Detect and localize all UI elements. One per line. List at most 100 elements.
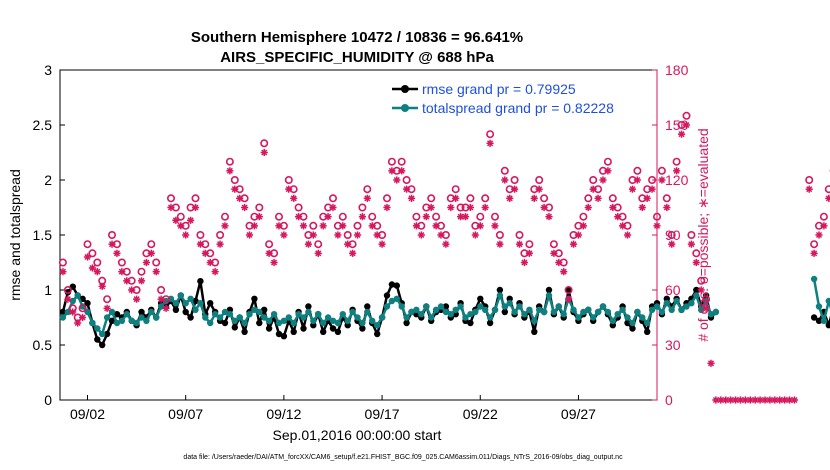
data-point xyxy=(639,314,646,321)
obs-evaluated-marker xyxy=(103,304,111,312)
data-point xyxy=(378,314,386,321)
x-tick-label: 09/12 xyxy=(266,406,301,422)
obs-possible-marker xyxy=(500,166,509,175)
obs-possible-marker xyxy=(58,258,67,267)
data-point xyxy=(364,308,371,316)
obs-possible-marker xyxy=(495,231,504,240)
legend-rmse-label: rmse grand pr = 0.79925 xyxy=(422,81,576,97)
data-point xyxy=(59,308,67,316)
obs-possible-marker xyxy=(221,212,230,221)
obs-evaluated-marker xyxy=(231,185,239,193)
data-point xyxy=(810,275,818,283)
data-point xyxy=(644,328,651,335)
y-left-tick-label: 1 xyxy=(44,282,52,298)
obs-evaluated-marker xyxy=(574,231,583,239)
obs-evaluated-marker xyxy=(525,249,533,257)
data-point xyxy=(310,322,317,329)
obs-possible-marker xyxy=(309,221,318,230)
data-point xyxy=(437,303,445,310)
data-point xyxy=(182,300,189,307)
data-point xyxy=(197,278,204,285)
data-point xyxy=(580,308,587,316)
data-point xyxy=(290,328,297,335)
obs-evaluated-marker xyxy=(530,194,538,202)
data-point xyxy=(653,303,661,310)
obs-possible-marker xyxy=(63,285,72,294)
obs-evaluated-marker xyxy=(304,240,313,248)
data-point xyxy=(491,306,499,313)
data-point xyxy=(457,303,464,310)
data-point xyxy=(113,311,121,318)
obs-evaluated-marker xyxy=(712,396,720,404)
obs-possible-marker xyxy=(466,194,475,203)
obs-possible-marker xyxy=(456,203,465,212)
data-point xyxy=(413,306,420,313)
data-point xyxy=(663,300,670,307)
chart-title: Southern Hemisphere 10472 / 10836 = 96.6… xyxy=(191,29,523,46)
data-point xyxy=(678,306,685,313)
obs-evaluated-marker xyxy=(196,240,205,248)
obs-evaluated-marker xyxy=(295,213,303,221)
obs-evaluated-marker xyxy=(152,268,160,276)
obs-possible-marker xyxy=(255,203,264,212)
x-tick-label: 09/02 xyxy=(70,406,105,422)
y-left-tick-label: 3 xyxy=(44,62,52,78)
obs-evaluated-marker xyxy=(486,139,494,147)
obs-evaluated-marker xyxy=(609,203,617,212)
obs-evaluated-marker xyxy=(378,240,386,248)
obs-evaluated-marker xyxy=(260,148,268,157)
data-point xyxy=(383,292,391,299)
data-point xyxy=(506,300,513,307)
obs-evaluated-marker xyxy=(280,231,288,239)
obs-possible-marker xyxy=(702,295,711,304)
obs-evaluated-marker xyxy=(240,203,249,212)
obs-evaluated-marker xyxy=(653,222,661,230)
data-point xyxy=(545,292,553,299)
data-point xyxy=(221,319,229,327)
obs-possible-marker xyxy=(382,194,391,203)
obs-evaluated-marker xyxy=(118,268,126,276)
obs-possible-marker xyxy=(152,258,161,267)
obs-possible-marker xyxy=(515,231,524,240)
data-point xyxy=(133,319,140,327)
x-tick-label: 09/22 xyxy=(463,406,498,422)
obs-possible-marker xyxy=(93,258,102,267)
data-point xyxy=(216,314,224,321)
data-point xyxy=(599,303,607,310)
obs-possible-marker xyxy=(343,231,352,240)
data-point xyxy=(89,319,96,327)
obs-possible-marker xyxy=(687,231,696,240)
data-point xyxy=(211,311,219,318)
data-point xyxy=(84,300,91,307)
obs-possible-marker xyxy=(412,212,421,221)
obs-possible-marker xyxy=(294,203,303,212)
obs-evaluated-marker xyxy=(815,231,823,239)
obs-possible-marker xyxy=(274,212,283,221)
obs-evaluated-marker xyxy=(285,185,293,193)
obs-evaluated-marker xyxy=(466,203,475,212)
obs-evaluated-marker xyxy=(236,194,244,202)
data-point xyxy=(820,317,828,324)
obs-evaluated-marker xyxy=(211,268,219,276)
obs-possible-marker xyxy=(88,249,97,258)
data-point xyxy=(472,308,479,316)
data-point xyxy=(236,314,243,321)
legend-spread-label: totalspread grand pr = 0.82228 xyxy=(422,100,614,116)
obs-evaluated-marker xyxy=(447,203,455,212)
obs-possible-marker xyxy=(427,194,436,203)
obs-possible-marker xyxy=(363,185,372,194)
data-point xyxy=(486,314,494,321)
data-point xyxy=(64,289,72,296)
obs-possible-marker xyxy=(805,176,814,185)
y-right-tick-label: 120 xyxy=(665,172,689,188)
data-point xyxy=(815,303,823,310)
data-point xyxy=(74,292,81,299)
data-point xyxy=(94,325,101,332)
data-point xyxy=(285,314,292,321)
obs-evaluated-marker xyxy=(299,222,308,230)
obs-evaluated-marker xyxy=(206,258,214,267)
data-point xyxy=(369,317,376,324)
footnote: data file: /Users/raeder/DAI/ATM_forcXX/… xyxy=(183,454,623,461)
data-point xyxy=(320,319,327,327)
data-point xyxy=(118,317,126,324)
